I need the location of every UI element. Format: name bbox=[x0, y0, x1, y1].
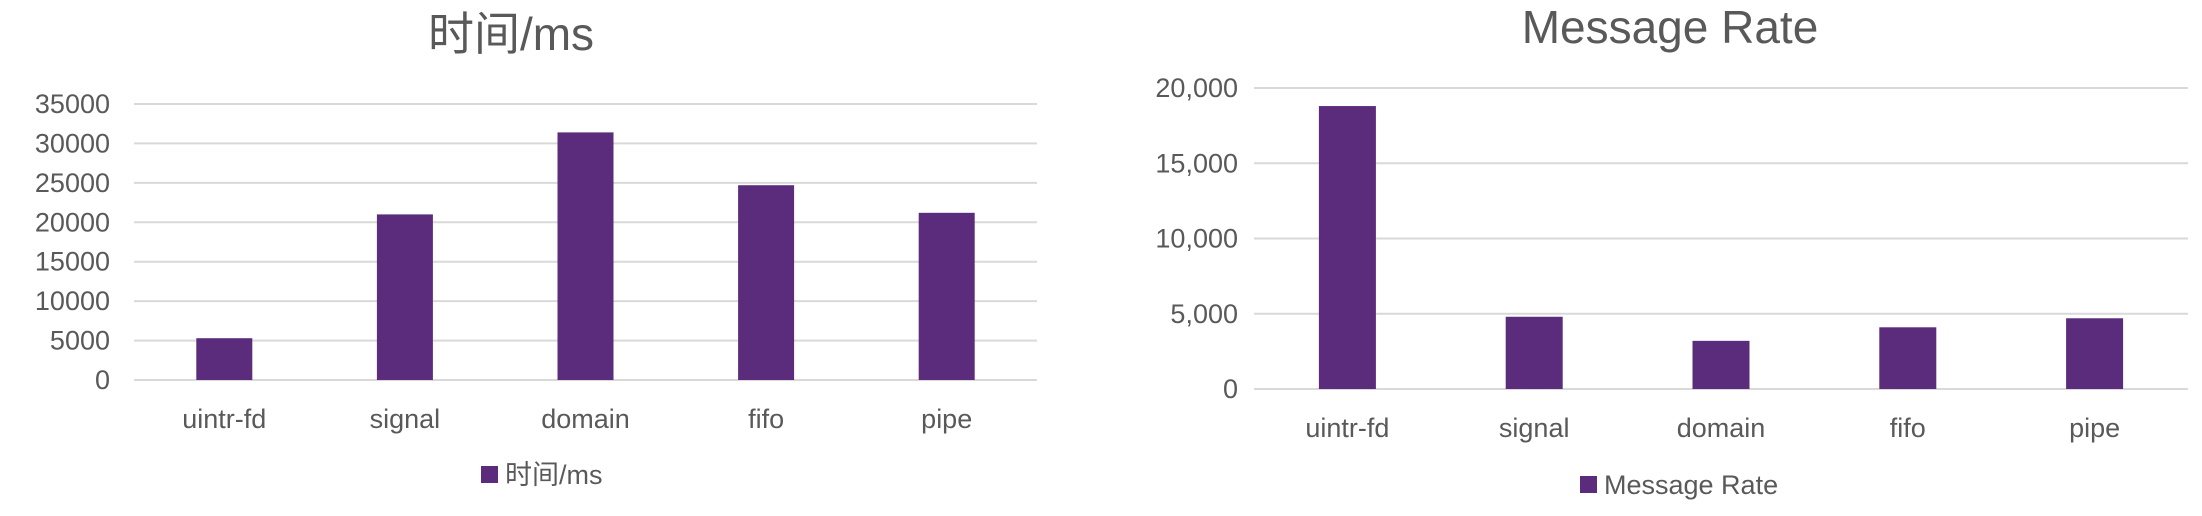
message-rate-chart-y-tick-label: 20,000 bbox=[1155, 73, 1238, 103]
message-rate-chart-x-axis: uintr-fd signal domain fifo pipe bbox=[1305, 413, 2120, 443]
time-chart-bar-uintr-fd bbox=[196, 338, 253, 380]
time-chart-bar-domain bbox=[557, 132, 614, 380]
message-rate-chart-bar-domain bbox=[1692, 340, 1750, 389]
message-rate-chart-legend-swatch bbox=[1580, 476, 1597, 493]
time-chart-y-tick-label: 0 bbox=[95, 365, 110, 395]
time-chart-legend-label: 时间/ms bbox=[505, 460, 603, 490]
message-rate-chart: Message Rate 0 5,000 10,000 15,000 20,000 ui… bbox=[1155, 1, 2188, 500]
time-chart: 时间/ms 0 5000 10000 15000 20000 25000 30000 3500… bbox=[35, 8, 1037, 490]
time-chart-y-axis: 0 5000 10000 15000 20000 25000 30000 35000 bbox=[35, 89, 110, 395]
time-chart-x-tick-label: uintr-fd bbox=[182, 404, 266, 434]
time-chart-x-axis: uintr-fd signal domain fifo pipe bbox=[182, 404, 972, 434]
time-chart-y-tick-label: 10000 bbox=[35, 286, 110, 316]
message-rate-chart-bar-fifo bbox=[1879, 327, 1937, 389]
message-rate-chart-bars bbox=[1318, 106, 2124, 389]
message-rate-chart-bar-pipe bbox=[2066, 318, 2124, 389]
message-rate-chart-legend-label: Message Rate bbox=[1604, 470, 1778, 500]
message-rate-chart-title: Message Rate bbox=[1522, 1, 1819, 53]
message-rate-chart-y-axis: 0 5,000 10,000 15,000 20,000 bbox=[1155, 73, 1238, 404]
time-chart-y-tick-label: 20000 bbox=[35, 207, 110, 237]
message-rate-chart-x-tick-label: signal bbox=[1499, 413, 1570, 443]
time-chart-y-tick-label: 25000 bbox=[35, 168, 110, 198]
message-rate-chart-bar-uintr-fd bbox=[1318, 106, 1376, 389]
time-chart-legend-swatch bbox=[481, 466, 498, 483]
message-rate-chart-y-tick-label: 0 bbox=[1223, 374, 1238, 404]
time-chart-bar-signal bbox=[376, 214, 433, 380]
message-rate-chart-x-tick-label: domain bbox=[1677, 413, 1766, 443]
time-chart-y-tick-label: 15000 bbox=[35, 247, 110, 277]
time-chart-legend: 时间/ms bbox=[481, 460, 603, 490]
message-rate-chart-x-tick-label: uintr-fd bbox=[1305, 413, 1389, 443]
message-rate-chart-y-tick-label: 5,000 bbox=[1170, 299, 1238, 329]
time-chart-y-tick-label: 5000 bbox=[50, 326, 110, 356]
message-rate-chart-x-tick-label: pipe bbox=[2069, 413, 2120, 443]
message-rate-chart-bar-signal bbox=[1505, 316, 1563, 389]
time-chart-bars bbox=[196, 132, 975, 380]
message-rate-chart-legend: Message Rate bbox=[1580, 470, 1778, 500]
time-chart-x-tick-label: signal bbox=[370, 404, 441, 434]
time-chart-bar-pipe bbox=[918, 212, 975, 380]
message-rate-chart-y-tick-label: 15,000 bbox=[1155, 148, 1238, 178]
time-chart-y-tick-label: 35000 bbox=[35, 89, 110, 119]
message-rate-chart-x-tick-label: fifo bbox=[1890, 413, 1926, 443]
time-chart-x-tick-label: domain bbox=[541, 404, 630, 434]
time-chart-y-tick-label: 30000 bbox=[35, 128, 110, 158]
time-chart-title: 时间/ms bbox=[428, 8, 594, 60]
message-rate-chart-y-tick-label: 10,000 bbox=[1155, 224, 1238, 254]
time-chart-bar-fifo bbox=[738, 185, 795, 380]
time-chart-x-tick-label: pipe bbox=[921, 404, 972, 434]
time-chart-x-tick-label: fifo bbox=[748, 404, 784, 434]
